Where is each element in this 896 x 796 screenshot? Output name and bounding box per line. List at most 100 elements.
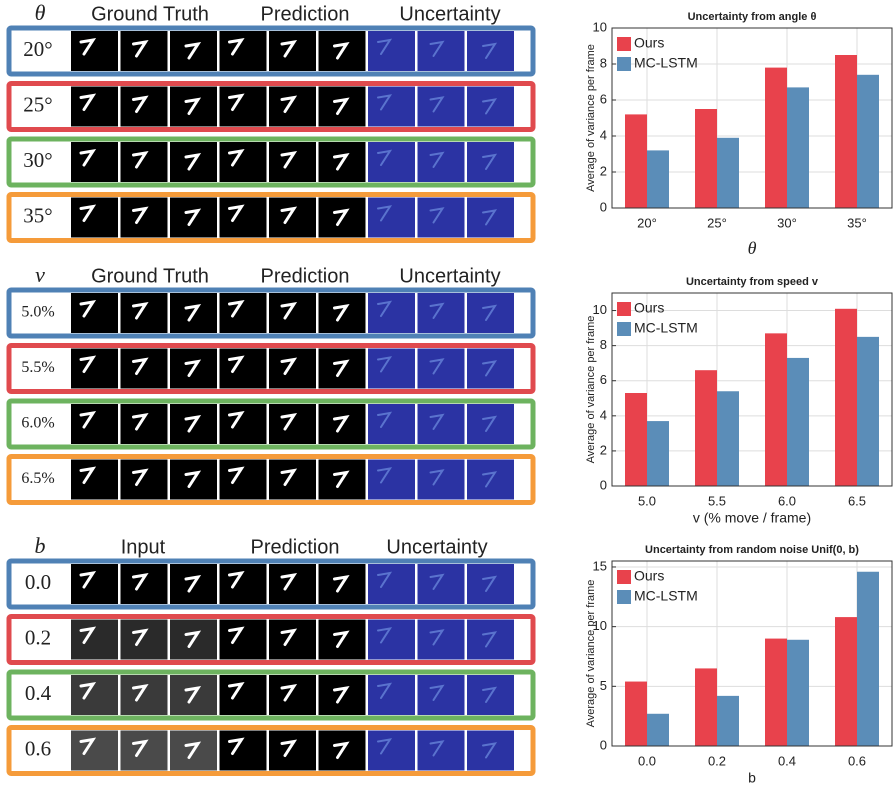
frame-image	[269, 404, 316, 444]
bar	[625, 114, 647, 208]
frame-image	[121, 142, 168, 182]
frame-image	[368, 404, 415, 444]
frame-image	[121, 404, 168, 444]
frame-image	[220, 564, 267, 604]
x-tick-label: 0.6	[848, 753, 866, 768]
bar	[647, 150, 669, 208]
frame-image	[121, 460, 168, 500]
row-label: 35°	[23, 203, 52, 227]
bar	[647, 714, 669, 746]
x-axis-label: θ	[748, 238, 757, 258]
frame-image	[269, 460, 316, 500]
legend-swatch	[617, 302, 631, 316]
y-tick-label: 0	[600, 199, 607, 214]
frame-image	[269, 349, 316, 389]
frame-image	[418, 142, 465, 182]
frame-image	[368, 142, 415, 182]
x-tick-label: 35°	[847, 215, 867, 230]
legend-label: Ours	[634, 35, 664, 51]
frame-image	[269, 731, 316, 771]
frame-image	[368, 198, 415, 238]
bar	[835, 309, 857, 486]
legend-swatch	[617, 322, 631, 336]
column-header: Uncertainty	[386, 536, 487, 558]
frame-image	[71, 564, 118, 604]
frame-image	[220, 731, 267, 771]
frame-image	[418, 198, 465, 238]
bar	[857, 337, 879, 486]
bar	[695, 668, 717, 746]
legend-label: MC-LSTM	[634, 55, 698, 71]
x-tick-label: 25°	[707, 215, 727, 230]
frame-image	[220, 404, 267, 444]
row-label: 30°	[23, 148, 52, 172]
y-tick-label: 15	[593, 558, 607, 573]
frame-image	[121, 87, 168, 127]
bar	[787, 640, 809, 746]
column-header: Uncertainty	[399, 3, 500, 25]
frame-image	[418, 564, 465, 604]
row-label: 5.0%	[21, 304, 54, 321]
frame-image	[121, 564, 168, 604]
frame-image	[121, 675, 168, 715]
row-label: 0.0	[25, 570, 51, 594]
frame-image	[220, 293, 267, 333]
frame-image	[368, 87, 415, 127]
chart-title: Uncertainty from angle θ	[688, 11, 817, 23]
frame-image	[121, 349, 168, 389]
y-tick-label: 6	[600, 91, 607, 106]
frame-image	[368, 675, 415, 715]
row-label: 25°	[23, 92, 52, 116]
frame-image	[418, 404, 465, 444]
y-axis-label: Average of variance per frame	[585, 580, 597, 728]
y-tick-label: 4	[600, 407, 607, 422]
row-label: 0.4	[25, 681, 52, 705]
row-label: 20°	[23, 37, 52, 61]
x-tick-label: 0.2	[708, 753, 726, 768]
frame-image	[368, 349, 415, 389]
bar	[765, 68, 787, 208]
column-header: Prediction	[261, 3, 350, 25]
column-header: v	[35, 262, 45, 287]
frame-image	[418, 349, 465, 389]
frame-image	[220, 142, 267, 182]
row-label: 5.5%	[21, 359, 54, 376]
legend-swatch	[617, 57, 631, 71]
x-tick-label: 6.0	[778, 493, 796, 508]
bar	[695, 109, 717, 208]
column-header: θ	[35, 0, 46, 25]
bar	[717, 391, 739, 486]
frame-image	[269, 293, 316, 333]
frame-image	[220, 87, 267, 127]
bar	[787, 87, 809, 208]
frame-image	[418, 620, 465, 660]
y-tick-label: 10	[593, 302, 607, 317]
chart-title: Uncertainty from speed v	[686, 276, 819, 288]
frame-image	[269, 31, 316, 71]
y-tick-label: 0	[600, 477, 607, 492]
bar	[857, 572, 879, 746]
frame-image	[220, 620, 267, 660]
frame-image	[71, 349, 118, 389]
column-header: b	[35, 533, 46, 558]
frame-image	[71, 87, 118, 127]
x-tick-label: 5.5	[708, 493, 726, 508]
y-tick-label: 5	[600, 678, 607, 693]
frame-image	[368, 293, 415, 333]
y-tick-label: 8	[600, 55, 607, 70]
x-tick-label: 0.4	[778, 753, 796, 768]
frame-image	[269, 675, 316, 715]
bar	[625, 682, 647, 746]
y-tick-label: 6	[600, 372, 607, 387]
x-axis-label: v (% move / frame)	[693, 510, 811, 526]
legend-label: MC-LSTM	[634, 588, 698, 604]
x-tick-label: 30°	[777, 215, 797, 230]
legend-label: MC-LSTM	[634, 320, 698, 336]
frame-image	[418, 675, 465, 715]
column-header: Prediction	[261, 265, 350, 287]
column-header: Ground Truth	[91, 265, 209, 287]
x-tick-label: 6.5	[848, 493, 866, 508]
legend-swatch	[617, 570, 631, 584]
frame-image	[71, 675, 118, 715]
column-header: Ground Truth	[91, 3, 209, 25]
